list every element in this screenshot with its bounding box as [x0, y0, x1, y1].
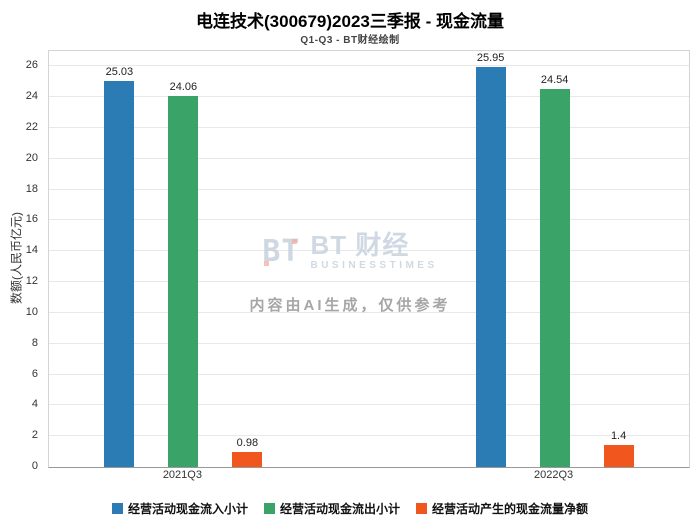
chart-subtitle: Q1-Q3 - BT财经绘制	[300, 35, 400, 46]
y-tick-label: 20	[25, 151, 38, 164]
legend-item: 经营活动现金流入小计	[111, 500, 248, 517]
x-tick-label: 2021Q3	[162, 469, 202, 481]
y-tick-label: 14	[25, 244, 38, 257]
y-axis-ticks: 0 2 4 6 8 10 12 14 16 18 20 22 24 26	[0, 50, 44, 472]
gridline	[49, 311, 689, 313]
bar-2022Q3-series-0	[475, 67, 506, 467]
plot-area: 25.03 24.06 0.98 25.95 24.54 1.4	[48, 50, 690, 468]
gridline	[49, 96, 689, 98]
y-tick-label: 24	[25, 90, 38, 103]
gridline	[49, 65, 689, 67]
legend-swatch	[263, 503, 275, 514]
chart-title: 电连技术(300679)2023三季报 - 现金流量	[196, 12, 504, 31]
x-tick-label: 2022Q3	[534, 469, 574, 481]
legend-label: 经营活动产生的现金流量净额	[432, 502, 589, 516]
y-tick-label: 8	[31, 336, 38, 349]
gridline	[49, 281, 689, 283]
y-tick-label: 6	[31, 367, 38, 380]
y-tick-label: 2	[31, 429, 38, 442]
bar-2021Q3-series-2	[232, 451, 263, 467]
y-tick-label: 0	[31, 460, 38, 472]
legend-swatch	[416, 503, 427, 514]
gridline	[49, 435, 689, 437]
x-axis-labels: 2021Q3 2022Q3	[48, 469, 688, 483]
gridline	[49, 342, 689, 344]
y-tick-label: 18	[25, 182, 38, 195]
bar-value-label: 24.06	[169, 81, 198, 94]
bar-value-label: 25.03	[105, 66, 134, 79]
bar-value-label: 0.98	[236, 436, 259, 449]
gridline	[49, 219, 689, 221]
y-tick-label: 26	[25, 59, 38, 72]
bar-value-label: 25.95	[476, 52, 505, 65]
y-tick-label: 16	[25, 213, 38, 226]
legend-item: 经营活动现金流出小计	[263, 500, 400, 517]
gridline	[49, 157, 689, 159]
gridline	[49, 373, 689, 375]
y-tick-label: 22	[25, 121, 38, 134]
y-tick-label: 12	[25, 275, 38, 288]
bar-2021Q3-series-0	[104, 81, 135, 467]
legend-swatch	[111, 503, 123, 514]
gridline	[49, 250, 689, 252]
legend-label: 经营活动现金流出小计	[279, 502, 400, 516]
gridline	[49, 127, 689, 129]
gridline	[49, 404, 689, 406]
bar-2021Q3-series-1	[168, 96, 199, 467]
bar-2022Q3-series-2	[603, 445, 634, 467]
bar-2022Q3-series-1	[539, 88, 570, 467]
bar-value-label: 24.54	[540, 73, 569, 86]
bar-value-label: 1.4	[610, 430, 627, 443]
y-tick-label: 10	[25, 305, 38, 318]
legend-label: 经营活动现金流入小计	[127, 502, 248, 516]
legend-item: 经营活动产生的现金流量净额	[416, 500, 588, 517]
y-tick-label: 4	[31, 398, 38, 411]
legend: 经营活动现金流入小计 经营活动现金流出小计 经营活动产生的现金流量净额	[0, 500, 700, 517]
gridline	[49, 188, 689, 190]
